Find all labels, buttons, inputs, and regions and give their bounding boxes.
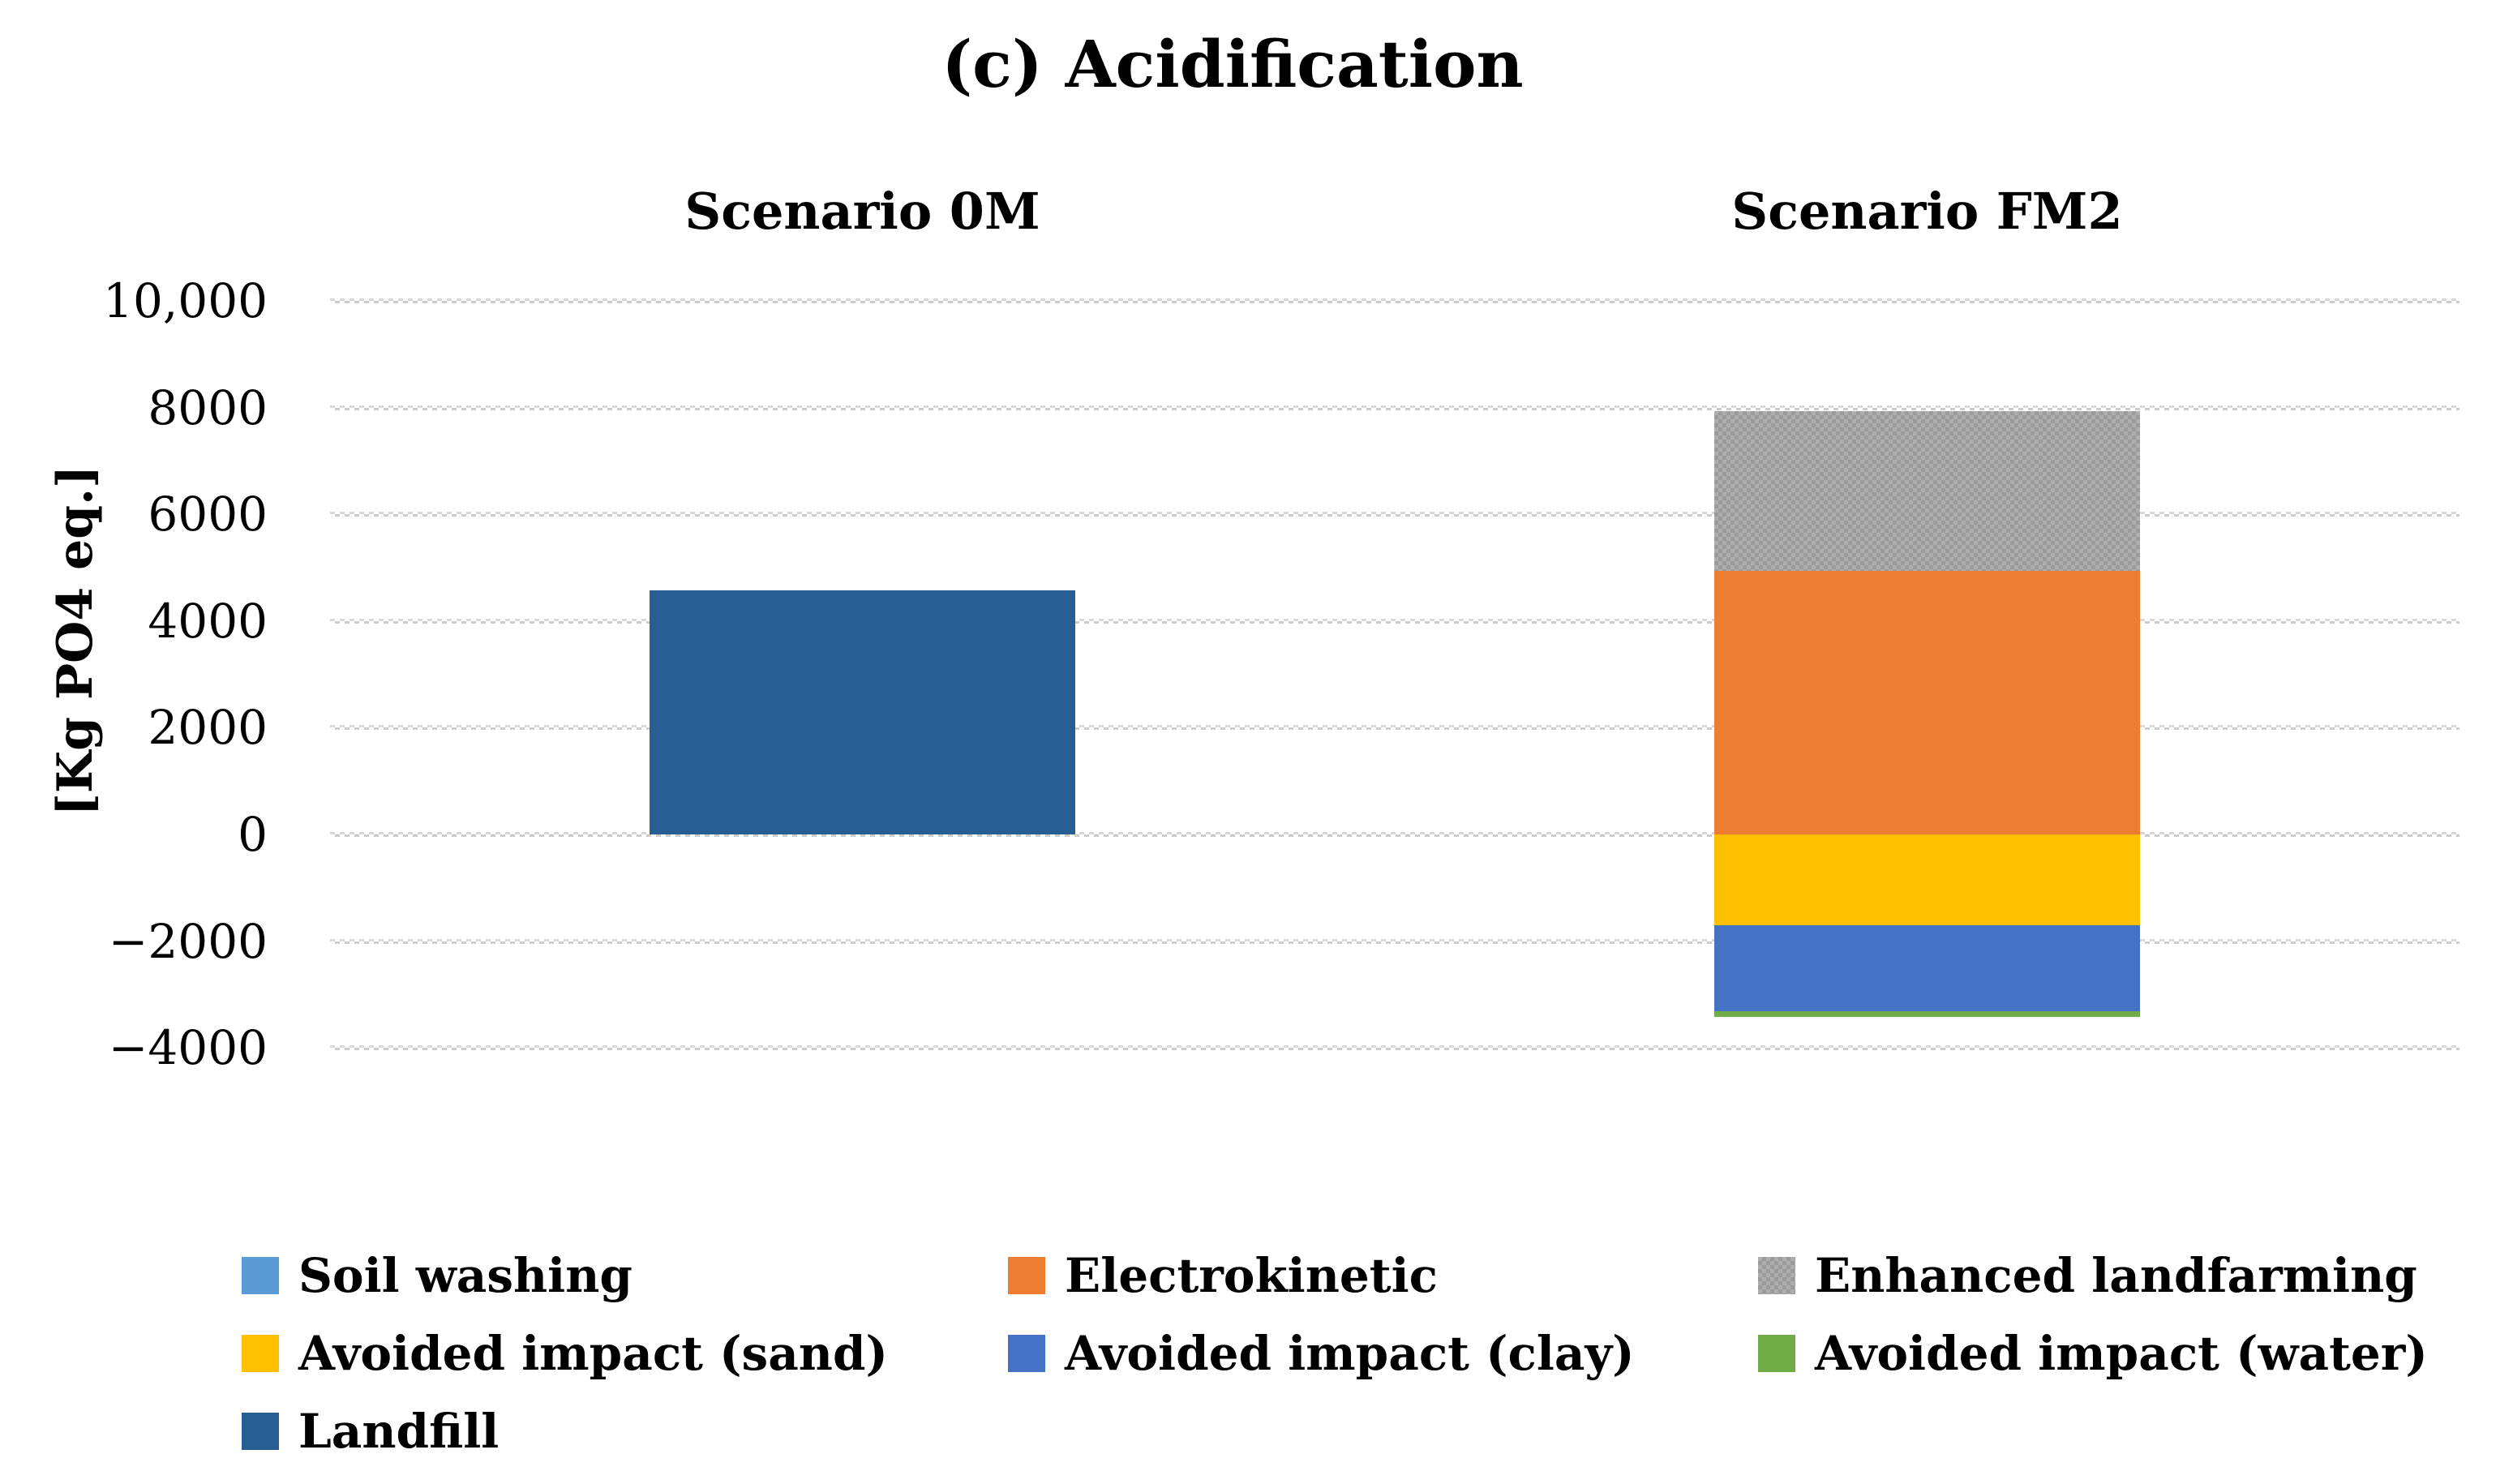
- gridline-2000: [330, 725, 2459, 731]
- legend-swatch-avoided-impact-sand: [242, 1335, 279, 1372]
- legend-label: Avoided impact (water): [1815, 1326, 2428, 1381]
- legend-label: Landfill: [298, 1404, 500, 1459]
- y-tick-label: −2000: [108, 913, 268, 969]
- legend-swatch-soil-washing: [242, 1257, 279, 1294]
- gridline-10-000: [330, 298, 2459, 303]
- legend-item-enhanced-landfarming: Enhanced landfarming: [1758, 1248, 2447, 1303]
- legend-item-soil-washing: Soil washing: [242, 1248, 1008, 1303]
- legend-label: Avoided impact (sand): [298, 1326, 888, 1381]
- legend-item-electrokinetic: Electrokinetic: [1008, 1248, 1758, 1303]
- gridline-6000: [330, 512, 2459, 517]
- chart-title: (c) Acidification: [941, 26, 1524, 102]
- legend-label: Soil washing: [298, 1248, 633, 1303]
- gridline-8000: [330, 405, 2459, 410]
- gridline-2000: [330, 938, 2459, 944]
- y-tick-label: 6000: [148, 487, 268, 543]
- legend: Soil washing Electrokinetic Enhanced landf…: [242, 1248, 2447, 1459]
- legend-item-avoided-impact-sand: Avoided impact (sand): [242, 1326, 1008, 1381]
- bar-segment-enhanced-landfarming: [1714, 411, 2140, 571]
- y-tick-label: 2000: [148, 700, 268, 756]
- bar-segment-avoided-impact-water: [1714, 1011, 2140, 1017]
- y-tick-label: 4000: [148, 593, 268, 649]
- gridline-4000: [330, 618, 2459, 624]
- y-tick-label: −4000: [108, 1020, 268, 1076]
- legend-label: Avoided impact (clay): [1065, 1326, 1635, 1381]
- y-tick-label: 10,000: [103, 273, 268, 328]
- legend-swatch-electrokinetic: [1008, 1257, 1045, 1294]
- legend-label: Electrokinetic: [1065, 1248, 1438, 1303]
- legend-swatch-enhanced-landfarming: [1758, 1257, 1795, 1294]
- legend-item-avoided-impact-water: Avoided impact (water): [1758, 1326, 2447, 1381]
- bar-segment-landfill: [650, 590, 1075, 834]
- gridline-4000: [330, 1045, 2459, 1051]
- legend-swatch-avoided-impact-water: [1758, 1335, 1795, 1372]
- legend-item-avoided-impact-clay: Avoided impact (clay): [1008, 1326, 1758, 1381]
- legend-swatch-landfill: [242, 1413, 279, 1450]
- gridline-0: [330, 832, 2459, 837]
- y-tick-label: 8000: [148, 380, 268, 435]
- legend-swatch-avoided-impact-clay: [1008, 1335, 1045, 1372]
- legend-label: Enhanced landfarming: [1815, 1248, 2417, 1303]
- legend-item-landfill: Landfill: [242, 1404, 1008, 1459]
- bar-segment-electrokinetic: [1714, 571, 2140, 834]
- scenario-label-scenario-fm2: Scenario FM2: [1731, 182, 2123, 241]
- y-tick-label: 0: [238, 807, 268, 862]
- bar-segment-avoided-impact-sand: [1714, 834, 2140, 925]
- scenario-label-scenario-0m: Scenario 0M: [684, 182, 1040, 241]
- bar-segment-avoided-impact-clay: [1714, 925, 2140, 1012]
